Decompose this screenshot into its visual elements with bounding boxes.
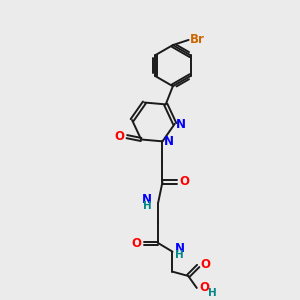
Text: N: N (176, 118, 186, 131)
Text: N: N (175, 242, 185, 255)
Text: O: O (199, 281, 209, 295)
Text: O: O (131, 237, 141, 250)
Text: O: O (180, 176, 190, 188)
Text: O: O (200, 258, 211, 271)
Text: N: N (142, 193, 152, 206)
Text: H: H (175, 250, 184, 260)
Text: H: H (208, 288, 216, 298)
Text: Br: Br (190, 33, 205, 46)
Text: N: N (164, 135, 174, 148)
Text: H: H (143, 201, 152, 211)
Text: O: O (115, 130, 124, 143)
